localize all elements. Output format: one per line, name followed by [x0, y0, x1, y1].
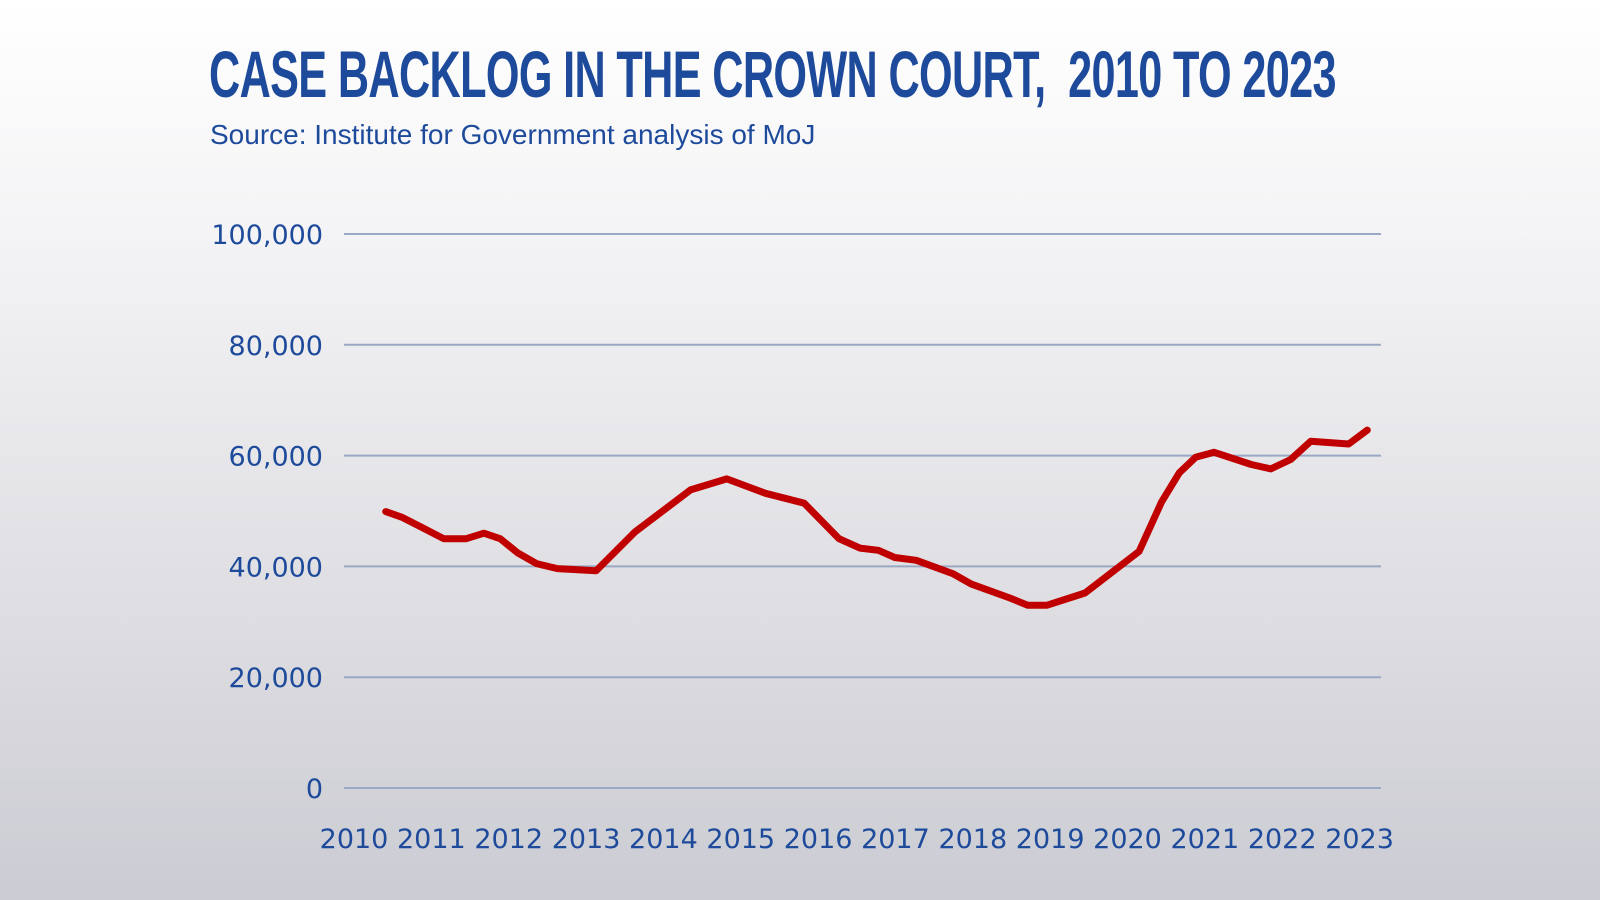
x-tick-label: 2013	[552, 824, 621, 855]
x-tick-label: 2022	[1248, 824, 1317, 855]
x-tick-label: 2011	[397, 824, 466, 855]
x-tick-label: 2020	[1093, 824, 1162, 855]
y-tick-label: 100,000	[211, 220, 323, 251]
chart-title: CASE BACKLOG IN THE CROWN COURT, 2010 TO…	[209, 37, 1337, 111]
y-tick-label: 80,000	[229, 331, 323, 362]
y-tick-label: 20,000	[229, 663, 323, 694]
x-tick-label: 2019	[1016, 824, 1085, 855]
x-tick-label: 2015	[706, 824, 775, 855]
x-tick-label: 2016	[784, 824, 853, 855]
chart-subtitle: Source: Institute for Government analysi…	[210, 119, 816, 150]
x-tick-label: 2014	[629, 824, 698, 855]
x-tick-label: 2023	[1325, 824, 1394, 855]
x-tick-label: 2012	[474, 824, 543, 855]
x-tick-label: 2018	[938, 824, 1007, 855]
x-tick-label: 2021	[1170, 824, 1239, 855]
y-tick-label: 0	[306, 774, 323, 805]
y-tick-label: 40,000	[229, 552, 323, 583]
series-line-case-backlog	[382, 426, 1371, 609]
x-tick-label: 2010	[320, 824, 389, 855]
x-tick-label: 2017	[861, 824, 930, 855]
y-tick-label: 60,000	[229, 442, 323, 473]
